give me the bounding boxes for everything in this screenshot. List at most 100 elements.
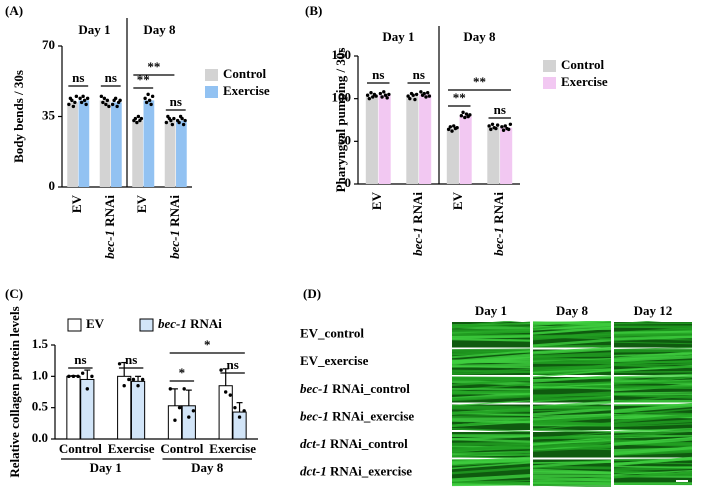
data-point [461,110,465,115]
data-point [118,98,122,103]
data-point [374,94,378,98]
data-point [168,387,173,391]
data-point [468,113,472,117]
muscle-fiber [452,418,531,428]
column-header: Day 12 [634,303,673,318]
data-point [90,374,94,379]
muscle-fiber [613,352,692,357]
bar [130,380,146,440]
data-point [242,409,246,413]
muscle-fiber [613,391,692,394]
data-point [80,371,85,375]
data-point [177,405,182,410]
data-point [139,116,144,121]
muscle-fiber [613,435,692,439]
panel-label: (D) [303,286,321,301]
significance-label: ns [72,70,84,85]
row-label: dct-1 RNAi_exercise [300,463,412,478]
bar [446,128,459,184]
muscle-fiber [452,321,531,329]
data-point [149,102,153,107]
significance-label: ns [125,352,137,367]
muscle-fiber [613,395,692,403]
muscle-fiber [613,428,692,439]
muscle-fiber [613,470,692,476]
y-tick-label: 0.0 [32,430,48,445]
muscle-fiber [613,330,692,335]
data-point [85,387,90,391]
muscle-fiber [532,369,612,378]
muscle-fiber [532,436,612,439]
data-point [503,124,507,128]
bar [500,127,513,184]
x-tick-label: bec-1 RNAi [491,192,506,256]
data-point [380,95,384,99]
muscle-fiber [613,403,692,414]
muscle-fiber [532,440,612,450]
data-point [102,96,107,101]
x-tick-label: bec-1 RNAi [167,195,182,259]
data-point [446,127,451,132]
data-point [143,96,147,101]
data-point [455,125,459,130]
bar [99,100,111,187]
y-axis-label: Pharyngeal pumping / 30s [333,48,348,193]
data-point [419,90,423,94]
x-tick-label: Exercise [108,441,155,456]
data-point [99,94,104,99]
column-header: Day 8 [556,303,589,318]
muscle-fiber [613,360,692,364]
data-point [122,384,126,388]
data-point [101,100,105,105]
significance-label: ** [453,90,466,105]
muscle-fiber [452,407,531,411]
muscle-fiber [452,479,531,483]
legend-swatch [67,318,82,332]
muscle-fiber [452,368,531,374]
y-tick-label: 100 [332,90,352,105]
data-point [413,97,417,102]
data-point [223,390,228,394]
data-point [74,94,79,99]
bar [487,126,500,184]
data-point [164,120,169,125]
data-point [177,120,181,125]
data-point [448,125,453,129]
data-point [365,93,370,97]
data-point [135,120,139,125]
data-point [452,124,456,128]
data-point [378,91,383,96]
y-tick-label: 0 [345,175,352,190]
muscle-fiber [532,381,612,387]
y-tick-label: 50 [338,132,351,147]
panel-label: (A) [5,3,23,18]
muscle-fiber [452,442,531,453]
data-point [78,96,82,101]
bar [143,100,155,187]
data-point [113,96,118,101]
data-point [144,100,149,105]
legend-label: bec-1 RNAi [158,316,222,331]
muscle-fiber [532,413,612,421]
data-point [81,94,85,99]
data-point [459,114,464,118]
data-point [463,115,467,120]
muscle-fiber [452,335,531,339]
muscle-fiber [452,459,531,465]
data-point [133,116,138,121]
data-point [105,98,110,103]
data-point [146,92,150,97]
legend-label: Exercise [223,83,270,98]
data-point [427,94,432,98]
legend-swatch [139,318,154,332]
data-point [371,95,375,99]
data-point [79,100,84,105]
bar [67,102,78,187]
data-point [487,124,491,128]
muscle-fiber [452,461,531,470]
muscle-fiber [532,385,612,390]
bar [459,115,472,184]
data-point [219,368,223,372]
muscle-fiber [613,341,692,345]
data-point [495,123,500,127]
